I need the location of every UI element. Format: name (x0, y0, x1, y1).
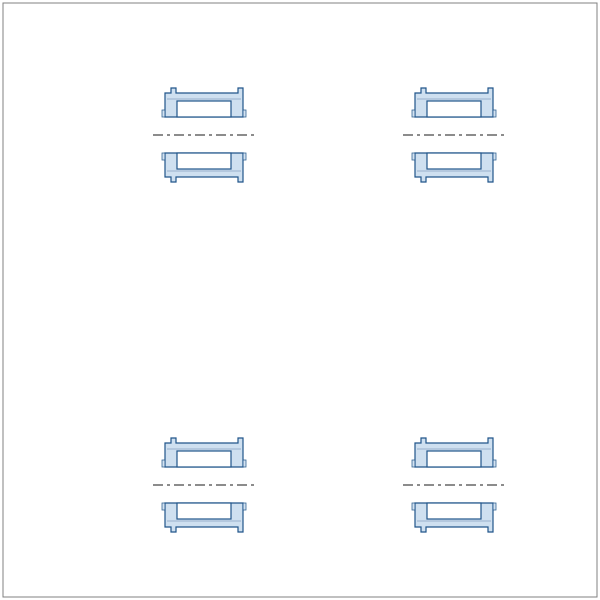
diagram-canvas (0, 0, 600, 600)
bearing-cross-section (145, 425, 265, 545)
bearing-cross-section (395, 425, 515, 545)
bearing-cross-section (395, 75, 515, 195)
bearing-cross-section (145, 75, 265, 195)
